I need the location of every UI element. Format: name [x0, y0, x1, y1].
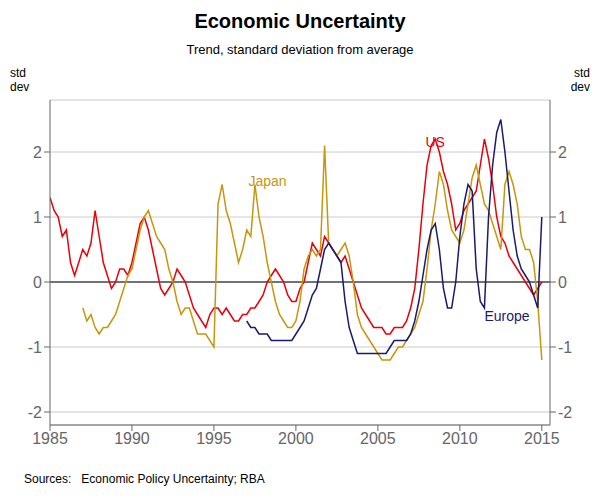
svg-text:-1: -1 [28, 339, 42, 356]
svg-text:Japan: Japan [248, 173, 286, 189]
svg-text:1990: 1990 [114, 430, 150, 447]
svg-text:2000: 2000 [278, 430, 314, 447]
svg-text:1995: 1995 [196, 430, 232, 447]
html-text:Trend, standard deviation from: Trend, standard deviation from average [186, 42, 414, 57]
svg-text:0: 0 [33, 274, 42, 291]
svg-text:0: 0 [558, 274, 567, 291]
svg-text:2: 2 [558, 144, 567, 161]
svg-text:US: US [425, 134, 444, 150]
svg-text:2010: 2010 [442, 430, 478, 447]
svg-text:1: 1 [558, 209, 567, 226]
html-text:Sources: Economic Policy Uncer: Sources: Economic Policy Uncertainty; RB… [24, 472, 265, 486]
svg-text:-2: -2 [28, 404, 42, 421]
html-text:std dev: std dev [10, 66, 30, 94]
svg-text:1985: 1985 [32, 430, 68, 447]
svg-text:-1: -1 [558, 339, 572, 356]
svg-text:1: 1 [33, 209, 42, 226]
svg-text:Europe: Europe [485, 308, 530, 324]
html-text:std dev: std dev [570, 66, 590, 94]
svg-text:2015: 2015 [524, 430, 560, 447]
html-text:Economic Uncertainty: Economic Uncertainty [194, 10, 406, 32]
svg-text:-2: -2 [558, 404, 572, 421]
svg-text:2005: 2005 [360, 430, 396, 447]
svg-text:2: 2 [33, 144, 42, 161]
